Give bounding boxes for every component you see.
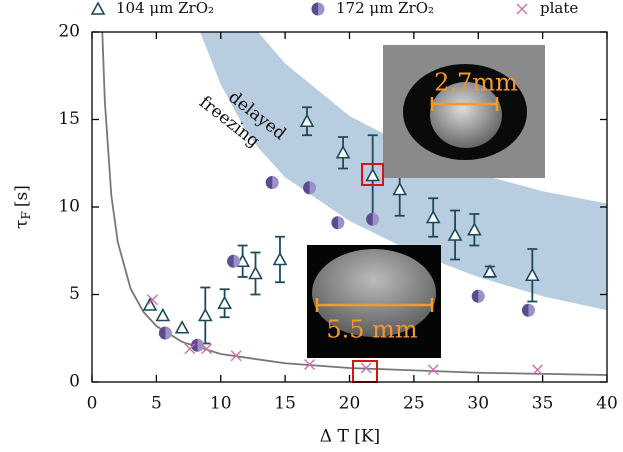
x-tick-label: 0 — [87, 394, 98, 414]
triangle-marker — [274, 254, 286, 265]
marker-dark-half — [331, 216, 337, 229]
marker-dark-half — [522, 304, 528, 317]
inset-bottom: 5.5 mm — [307, 245, 441, 358]
half-circle-marker — [303, 181, 316, 194]
triangle-marker — [199, 310, 211, 321]
triangle-marker — [219, 297, 231, 308]
x-tick-label: 20 — [339, 394, 361, 414]
y-label-symbol: τ — [12, 219, 32, 228]
inset-label: 5.5 mm — [326, 316, 418, 344]
half-circle-marker — [472, 290, 485, 303]
half-circle-marker — [266, 176, 279, 189]
x-tick-label: 40 — [596, 394, 618, 414]
x-tick-label: 15 — [274, 394, 296, 414]
y-label-sub: F — [19, 211, 33, 219]
half-circle-marker — [366, 213, 379, 226]
triangle-marker — [157, 310, 169, 321]
y-tick-label: 5 — [69, 284, 80, 304]
legend-label: 172 μm ZrO₂ — [336, 0, 434, 17]
marker-dark-half — [472, 290, 478, 303]
y-tick-label: 0 — [69, 372, 80, 392]
chart: 2.7mm 5.5 mm delayed freezing Δ T [K] τF… — [0, 0, 623, 452]
cross-marker — [428, 365, 438, 375]
inset-label: 2.7mm — [434, 69, 518, 97]
x-axis-label: Δ T [K] — [320, 427, 380, 447]
x-tick-label: 30 — [467, 394, 489, 414]
half-circle-marker — [522, 304, 535, 317]
legend-label: 104 μm ZrO₂ — [116, 0, 214, 17]
y-label-unit: [s] — [12, 185, 32, 207]
half-circle-marker — [227, 255, 240, 268]
highlight-box — [353, 361, 377, 382]
cross-marker — [517, 4, 527, 14]
marker-dark-half — [227, 255, 233, 268]
x-tick-label: 5 — [151, 394, 162, 414]
legend-label: plate — [540, 0, 578, 17]
x-tick-label: 25 — [403, 394, 425, 414]
triangle-marker — [92, 3, 104, 14]
marker-dark-half — [312, 3, 318, 16]
triangle-marker — [176, 322, 188, 333]
half-circle-marker — [312, 3, 325, 16]
half-circle-marker — [331, 216, 344, 229]
half-circle-marker — [159, 327, 172, 340]
x-tick-label: 35 — [532, 394, 554, 414]
y-axis-label: τF [s] — [12, 185, 33, 229]
y-tick-label: 20 — [58, 22, 80, 42]
inset-top: 2.7mm — [383, 45, 545, 178]
triangle-marker — [250, 268, 262, 279]
marker-dark-half — [266, 176, 273, 189]
y-tick-label: 15 — [58, 109, 80, 129]
y-tick-label: 10 — [58, 197, 80, 217]
x-tick-label: 10 — [210, 394, 232, 414]
